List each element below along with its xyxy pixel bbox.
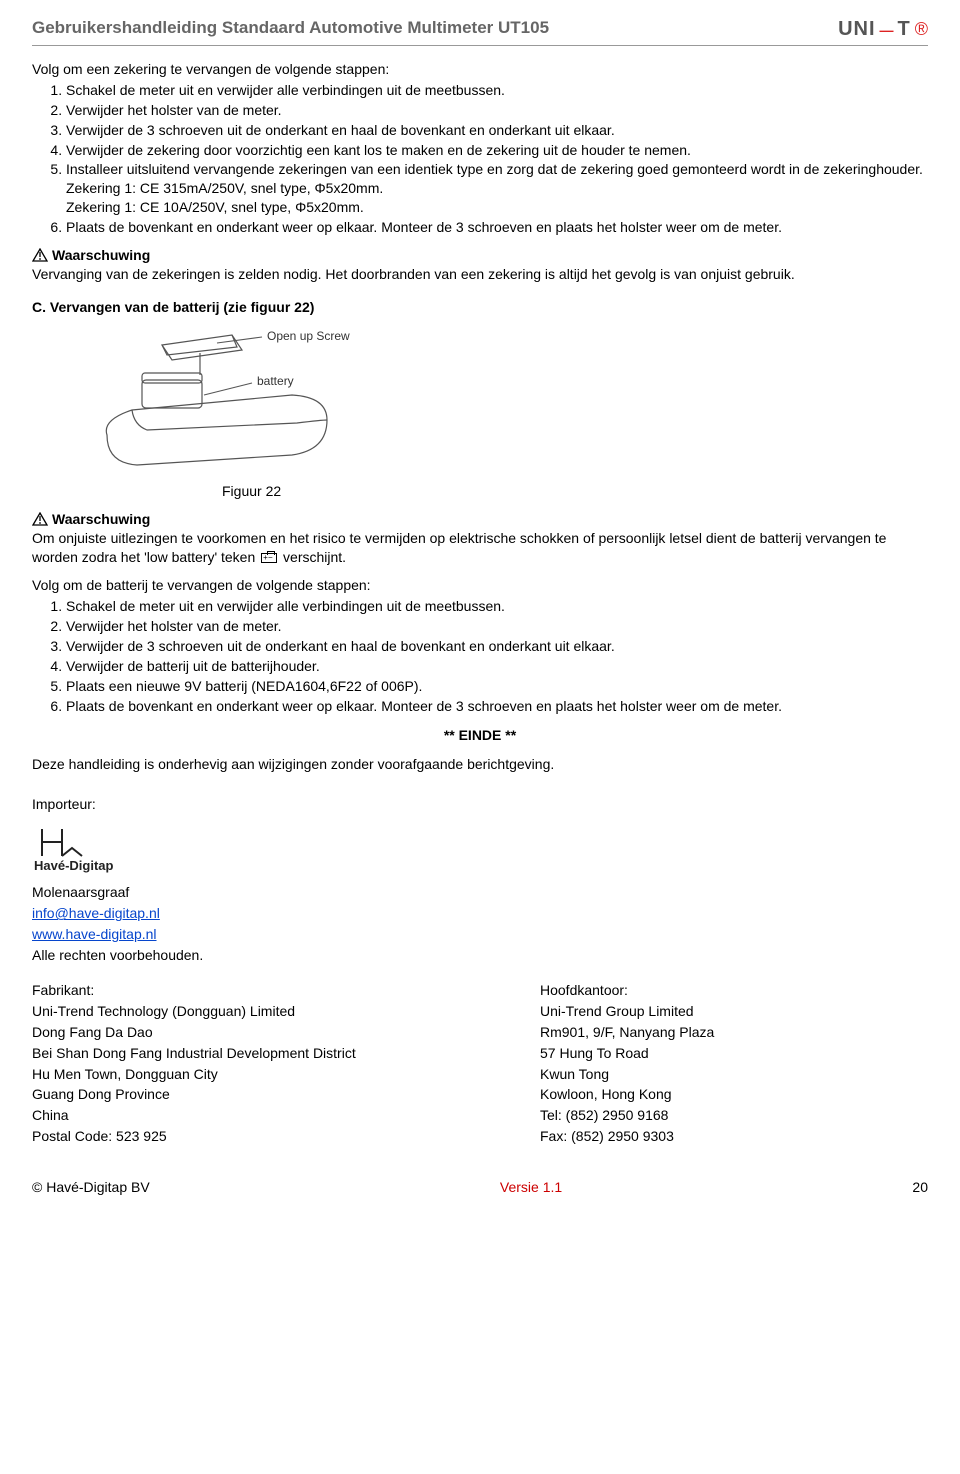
addr-line: Tel: (852) 2950 9168	[540, 1106, 928, 1125]
addr-line: Dong Fang Da Dao	[32, 1023, 420, 1042]
low-battery-icon	[261, 553, 277, 563]
list-item: Verwijder het holster van de meter.	[66, 101, 928, 120]
importer-label: Importeur:	[32, 795, 928, 814]
warning-text-1: Vervanging van de zekeringen is zelden n…	[32, 265, 928, 284]
figure-label-screw: Open up Screw	[267, 329, 350, 343]
addr-line: Rm901, 9/F, Nanyang Plaza	[540, 1023, 928, 1042]
warning-label: Waarschuwing	[52, 247, 150, 263]
brand-dash-icon: —	[880, 22, 894, 38]
warning-label: Waarschuwing	[52, 511, 150, 527]
list-item: Verwijder de 3 schroeven uit de onderkan…	[66, 121, 928, 140]
addr-line: Uni-Trend Technology (Dongguan) Limited	[32, 1002, 420, 1021]
brand-dot-icon: ®	[915, 19, 928, 40]
intro-battery: Volg om de batterij te vervangen de volg…	[32, 576, 928, 595]
address-columns: Fabrikant: Uni-Trend Technology (Donggua…	[32, 979, 928, 1148]
importer-web-link[interactable]: www.have-digitap.nl	[32, 926, 157, 942]
intro-fuse: Volg om een zekering te vervangen de vol…	[32, 60, 928, 79]
list-item: Schakel de meter uit en verwijder alle v…	[66, 81, 928, 100]
addr-line: Bei Shan Dong Fang Industrial Developmen…	[32, 1044, 420, 1063]
addr-line: Fax: (852) 2950 9303	[540, 1127, 928, 1146]
warning-heading: Waarschuwing	[32, 247, 928, 263]
list-item: Plaats een nieuwe 9V batterij (NEDA1604,…	[66, 677, 928, 696]
warning-text-2: Om onjuiste uitlezingen te voorkomen en …	[32, 529, 928, 567]
warning-triangle-icon	[32, 248, 48, 262]
page-footer: © Havé-Digitap BV Versie 1.1 20	[32, 1178, 928, 1195]
addr-line: Hu Men Town, Dongguan City	[32, 1065, 420, 1084]
page-title: Gebruikershandleiding Standaard Automoti…	[32, 18, 549, 38]
warning-triangle-icon	[32, 512, 48, 526]
manufacturer-block: Fabrikant: Uni-Trend Technology (Donggua…	[32, 979, 420, 1148]
footer-copyright: © Havé-Digitap BV	[32, 1179, 150, 1195]
headoffice-block: Hoofdkantoor: Uni-Trend Group Limited Rm…	[540, 979, 928, 1148]
figure-label-battery: battery	[257, 374, 294, 388]
list-item: Installeer uitsluitend vervangende zeker…	[66, 160, 928, 217]
addr-line: Guang Dong Province	[32, 1085, 420, 1104]
fuse-steps-list: Schakel de meter uit en verwijder alle v…	[66, 81, 928, 237]
importer-city: Molenaarsgraaf	[32, 883, 928, 902]
importer-rights: Alle rechten voorbehouden.	[32, 946, 928, 965]
importer-email-link[interactable]: info@have-digitap.nl	[32, 905, 160, 921]
figure-caption: Figuur 22	[222, 482, 928, 501]
warn2-post: verschijnt.	[283, 549, 346, 565]
battery-diagram-icon: Open up Screw battery	[92, 325, 352, 475]
section-c-heading: C. Vervangen van de batterij (zie figuur…	[32, 298, 928, 317]
list-item: Verwijder het holster van de meter.	[66, 617, 928, 636]
footer-page-number: 20	[912, 1179, 928, 1195]
list-item: Verwijder de 3 schroeven uit de onderkan…	[66, 637, 928, 656]
col-heading: Fabrikant:	[32, 981, 420, 1000]
battery-steps-list: Schakel de meter uit en verwijder alle v…	[66, 597, 928, 715]
have-digitap-logo: Havé-Digitap	[32, 824, 928, 877]
brand-suffix: T	[898, 18, 911, 41]
warn2-pre: Om onjuiste uitlezingen te voorkomen en …	[32, 530, 886, 565]
addr-line: Kwun Tong	[540, 1065, 928, 1084]
figure-22: Open up Screw battery	[92, 325, 928, 478]
end-marker: ** EINDE **	[32, 726, 928, 745]
addr-line: Uni-Trend Group Limited	[540, 1002, 928, 1021]
list-item: Verwijder de zekering door voorzichtig e…	[66, 141, 928, 160]
list-item: Plaats de bovenkant en onderkant weer op…	[66, 218, 928, 237]
warning-heading-2: Waarschuwing	[32, 511, 928, 527]
disclaimer: Deze handleiding is onderhevig aan wijzi…	[32, 755, 928, 774]
addr-line: China	[32, 1106, 420, 1125]
addr-line: Postal Code: 523 925	[32, 1127, 420, 1146]
brand-logo: UNI — T ®	[838, 18, 928, 41]
svg-text:Havé-Digitap: Havé-Digitap	[34, 858, 114, 873]
addr-line: 57 Hung To Road	[540, 1044, 928, 1063]
brand-prefix: UNI	[838, 18, 875, 41]
page-header: Gebruikershandleiding Standaard Automoti…	[32, 18, 928, 46]
list-item: Schakel de meter uit en verwijder alle v…	[66, 597, 928, 616]
col-heading: Hoofdkantoor:	[540, 981, 928, 1000]
footer-version: Versie 1.1	[500, 1179, 562, 1195]
list-item: Verwijder de batterij uit de batterijhou…	[66, 657, 928, 676]
addr-line: Kowloon, Hong Kong	[540, 1085, 928, 1104]
list-item: Plaats de bovenkant en onderkant weer op…	[66, 697, 928, 716]
